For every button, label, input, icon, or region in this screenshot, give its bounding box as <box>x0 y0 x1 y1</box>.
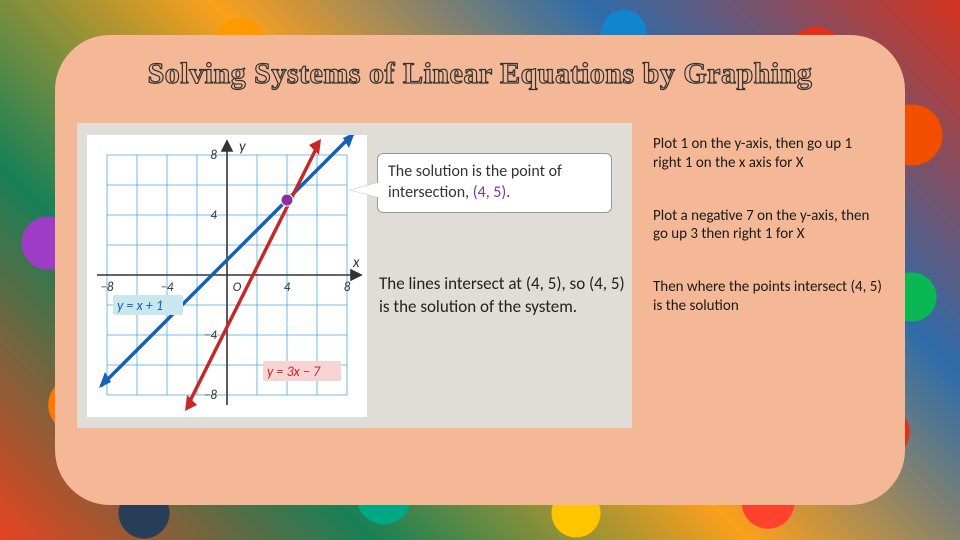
steps-list: Plot 1 on the y-axis, then go up 1 right… <box>653 135 883 350</box>
x-axis-label: x <box>352 254 360 272</box>
svg-text:4: 4 <box>284 280 291 295</box>
page-title: Solving Systems of Linear Equations by G… <box>55 57 905 91</box>
step-1: Plot 1 on the y-axis, then go up 1 right… <box>653 135 883 173</box>
svg-text:8: 8 <box>344 280 351 295</box>
svg-text:−4: −4 <box>204 328 217 343</box>
content-panel: Solving Systems of Linear Equations by G… <box>55 35 905 505</box>
svg-text:O: O <box>233 280 242 295</box>
svg-text:−8: −8 <box>204 388 217 403</box>
step-2: Plot a negative 7 on the y-axis, then go… <box>653 207 883 245</box>
graph-plot: −8 −4 4 8 8 4 −4 −8 O y x <box>87 135 367 417</box>
eq1-label: y = x + 1 <box>117 297 163 314</box>
eq2-label: y = 3x − 7 <box>267 363 321 380</box>
svg-text:4: 4 <box>210 208 217 223</box>
svg-text:−8: −8 <box>100 280 113 295</box>
figure-container: −8 −4 4 8 8 4 −4 −8 O y x <box>77 123 632 428</box>
intersection-point <box>281 194 293 206</box>
graph-svg: −8 −4 4 8 8 4 −4 −8 O y x <box>87 135 367 417</box>
intersect-statement: The lines intersect at (4, 5), so (4, 5)… <box>379 273 629 319</box>
svg-text:−4: −4 <box>160 280 173 295</box>
solution-callout: The solution is the point of intersectio… <box>377 153 612 213</box>
y-axis-label: y <box>239 138 247 156</box>
svg-text:8: 8 <box>210 148 217 163</box>
callout-point: (4, 5) <box>473 183 507 202</box>
step-3: Then where the points intersect (4, 5) i… <box>653 278 883 316</box>
callout-text-b: . <box>506 183 510 202</box>
